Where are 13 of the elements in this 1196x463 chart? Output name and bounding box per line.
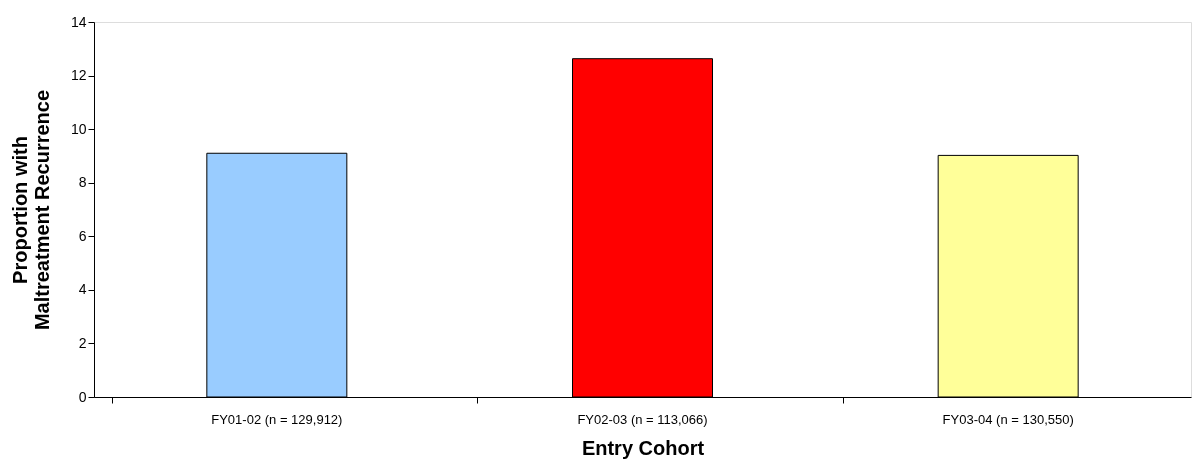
x-tick-label: FY02-03 (n = 113,066) — [577, 411, 708, 427]
y-tick-label: 6 — [78, 227, 87, 244]
y-tick-label: 12 — [70, 67, 87, 84]
y-axis-title: Proportion with Maltreatment Recurrence — [8, 89, 53, 331]
y-tick-label: 4 — [78, 281, 87, 298]
x-tick-label: FY03-04 (n = 130,550) — [942, 411, 1074, 427]
x-tick-label: FY01-02 (n = 129,912) — [211, 411, 343, 427]
y-tick-label: 14 — [70, 13, 87, 30]
y-tick-label: 0 — [78, 388, 87, 405]
x-axis-title: Entry Cohort — [581, 436, 705, 459]
y-tick-label: 10 — [70, 120, 87, 137]
y-tick-label: 2 — [78, 334, 87, 351]
y-tick-label: 8 — [78, 174, 87, 191]
